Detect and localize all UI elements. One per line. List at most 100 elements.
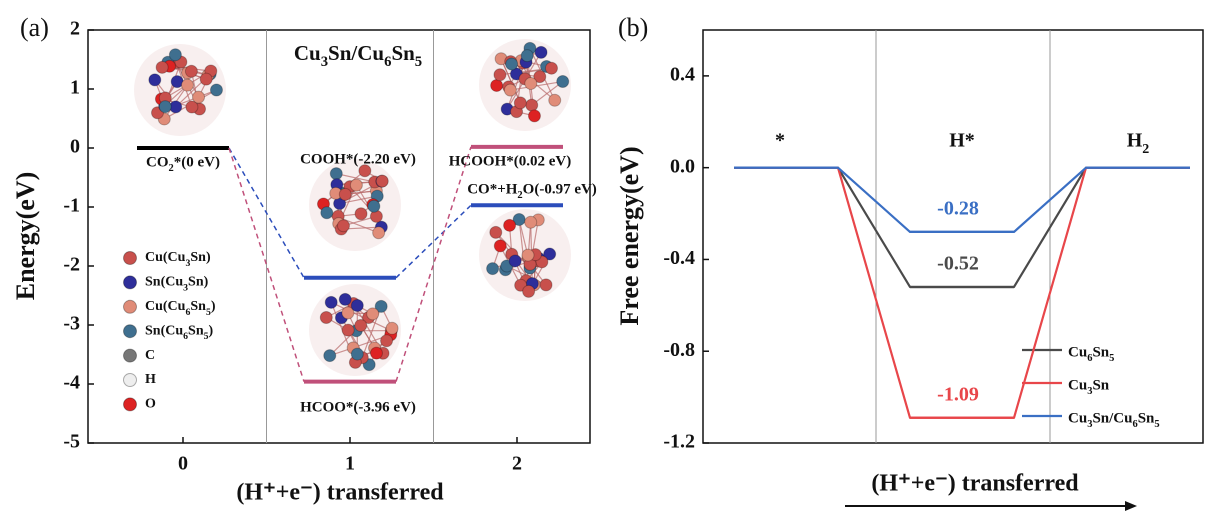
arrow-head xyxy=(1125,501,1137,511)
x-tick-label: 2 xyxy=(512,453,522,475)
legend-label: C xyxy=(145,348,155,363)
y-tick-label: 2 xyxy=(70,18,80,40)
atom xyxy=(526,99,538,111)
y-tick-label: -1 xyxy=(63,195,80,217)
atom xyxy=(386,322,398,334)
atom xyxy=(494,69,506,81)
panel-label: (b) xyxy=(618,13,648,42)
atom xyxy=(376,175,388,187)
atom xyxy=(321,207,333,219)
figure: (a) (b) Cu3Sn/Cu6Sn5 (H⁺+e⁻) transferred… xyxy=(0,0,1214,511)
atom xyxy=(210,84,222,96)
atom xyxy=(200,73,212,85)
legend-label: Cu(Cu3Sn) xyxy=(145,250,211,269)
atom xyxy=(373,227,385,239)
y-tick-label: 0.0 xyxy=(670,155,695,177)
atom xyxy=(339,293,351,305)
legend-swatch xyxy=(124,252,137,265)
y-tick-label: -1.2 xyxy=(663,431,695,453)
atom xyxy=(557,76,569,88)
legend-label: Sn(Cu6Sn5) xyxy=(145,323,214,342)
value-label: -0.52 xyxy=(937,253,979,275)
level-label: HCOOH*(0.02 eV) xyxy=(449,153,571,169)
x-tick-label: 1 xyxy=(345,453,355,475)
y-tick-label: -0.8 xyxy=(663,339,695,361)
y-tick-label: 1 xyxy=(70,77,80,99)
legend-label: Cu3Sn/Cu6Sn5 xyxy=(1068,410,1160,429)
chart-title: Cu3Sn/Cu6Sn5 xyxy=(294,41,422,71)
structure-image xyxy=(309,284,401,376)
atom xyxy=(355,208,367,220)
y-tick-label: -5 xyxy=(63,431,80,453)
x-axis-label: (H⁺+e⁻) transferred xyxy=(236,480,444,506)
structure-image xyxy=(479,39,571,131)
y-tick-label: -4 xyxy=(63,372,80,394)
atom xyxy=(523,285,535,297)
legend-swatch xyxy=(124,276,137,289)
atom xyxy=(324,350,336,362)
atom xyxy=(342,324,354,336)
atom xyxy=(169,49,181,61)
atom xyxy=(159,101,171,113)
level-label: HCOO*(-3.96 eV) xyxy=(300,399,416,415)
atom xyxy=(506,58,518,70)
atom xyxy=(320,312,332,324)
atom xyxy=(367,308,379,320)
atom xyxy=(330,168,342,180)
atom xyxy=(185,65,197,77)
level-label: CO*+H2O(-0.97 eV) xyxy=(467,181,597,200)
atom xyxy=(525,216,537,228)
atom xyxy=(522,249,534,261)
legend-label: Cu3Sn xyxy=(1068,377,1110,396)
panel-label: (a) xyxy=(20,13,49,42)
legend-label: Sn(Cu3Sn) xyxy=(145,275,209,294)
atom xyxy=(149,74,161,86)
atom xyxy=(540,279,552,291)
plot-frame xyxy=(703,30,1203,443)
y-tick-label: -0.4 xyxy=(663,247,695,269)
legend-swatch xyxy=(124,349,137,362)
atom xyxy=(339,188,351,200)
legend-swatch xyxy=(124,398,137,411)
level-label: COOH*(-2.20 eV) xyxy=(300,151,416,167)
atom xyxy=(525,77,537,89)
atom xyxy=(509,255,521,267)
legend-label: Cu6Sn5 xyxy=(1068,344,1114,363)
atom xyxy=(351,299,363,311)
y-axis-label: Energy(eV) xyxy=(11,172,40,301)
atom xyxy=(487,263,499,275)
state-label: H* xyxy=(949,130,975,152)
y-tick-label: 0.4 xyxy=(670,63,695,85)
legend-label: O xyxy=(145,397,156,412)
value-label: -1.09 xyxy=(937,383,979,405)
atom xyxy=(528,110,540,122)
atom xyxy=(504,219,516,231)
atom xyxy=(355,319,367,331)
atom xyxy=(156,61,168,73)
atom xyxy=(325,296,337,308)
atom xyxy=(504,84,516,96)
atom xyxy=(491,79,503,91)
atom xyxy=(337,220,349,232)
x-axis-label: (H⁺+e⁻) transferred xyxy=(871,471,1079,497)
atom xyxy=(545,62,557,74)
atom xyxy=(521,50,533,62)
legend-swatch xyxy=(124,325,137,338)
structure-image xyxy=(309,159,401,251)
structure-image xyxy=(479,209,571,301)
y-axis-label: Free energy(eV) xyxy=(615,146,644,325)
atom xyxy=(193,91,205,103)
y-tick-label: 0 xyxy=(70,136,80,158)
state-label: H2 xyxy=(1127,130,1150,157)
atom xyxy=(350,179,362,191)
atom xyxy=(381,335,393,347)
atom xyxy=(370,347,382,359)
x-tick-label: 0 xyxy=(178,453,188,475)
state-label: * xyxy=(775,130,785,152)
legend-swatch xyxy=(124,300,137,313)
legend-label: Cu(Cu6Sn5) xyxy=(145,299,216,318)
structure-image xyxy=(134,44,226,136)
y-tick-label: -2 xyxy=(63,254,80,276)
atom xyxy=(490,226,502,238)
legend-swatch xyxy=(124,374,137,387)
